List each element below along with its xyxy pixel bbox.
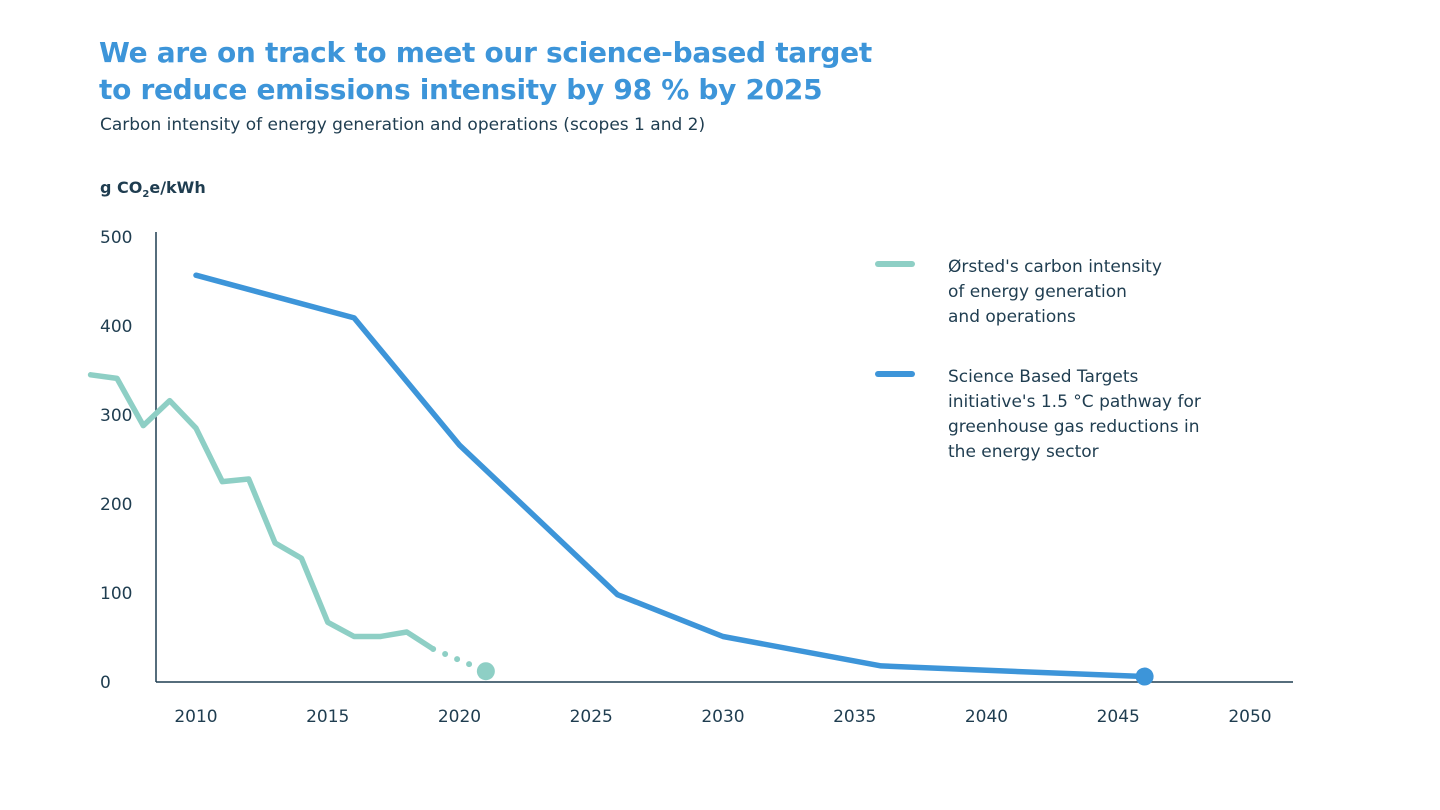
x-tick-label: 2035 [833,707,876,727]
end-point-sbti [1135,667,1154,686]
y-tick-label: 200 [100,495,132,515]
x-tick-label: 2040 [965,707,1008,727]
target-point-orsted [476,662,495,681]
legend-label-sbti: greenhouse gas reductions in [948,417,1200,437]
y-tick-label: 300 [100,406,132,426]
legend-label-orsted: Ørsted's carbon intensity [948,257,1162,277]
x-tick-label: 2050 [1228,707,1271,727]
series-line-orsted [87,372,436,652]
legend-label-orsted: and operations [948,307,1076,327]
x-axis-ticks: 2010 2015 2020 2025 2030 2035 2040 2045 2050 [174,707,1271,727]
x-tick-label: 2010 [174,707,217,727]
chart-title-line-2: to reduce emissions intensity by 98 % by… [99,73,823,106]
legend-label-sbti: Science Based Targets [948,367,1138,387]
chart-subtitle: Carbon intensity of energy generation an… [100,115,706,135]
chart-title: We are on track to meet our science-base… [99,34,999,108]
chart-series [87,272,1154,686]
legend-label-sbti: initiative's 1.5 °C pathway for [948,392,1201,412]
y-tick-label: 0 [100,673,111,693]
y-tick-label: 500 [100,228,132,248]
y-tick-label: 400 [100,317,132,337]
y-axis-unit-main: g CO [100,178,143,197]
x-tick-label: 2025 [570,707,613,727]
y-axis-unit-label: g CO2e/kWh [100,178,206,200]
x-tick-label: 2030 [701,707,744,727]
x-tick-label: 2045 [1097,707,1140,727]
y-axis-ticks: 0 100 200 300 400 500 [100,228,132,693]
legend-label-sbti: the energy sector [948,442,1099,462]
series-line-sbti [193,272,1148,680]
x-tick-label: 2015 [306,707,349,727]
x-tick-label: 2020 [438,707,481,727]
series-projection-orsted [430,645,489,675]
y-axis-unit-tail: e/kWh [149,178,206,197]
chart-legend: Ørsted's carbon intensity of energy gener… [875,257,1201,462]
chart-axes [155,232,1293,683]
y-tick-label: 100 [100,584,132,604]
chart-title-line-1: We are on track to meet our science-base… [99,36,872,69]
y-axis-unit-subscript: 2 [142,189,150,201]
legend-label-orsted: of energy generation [948,282,1127,302]
